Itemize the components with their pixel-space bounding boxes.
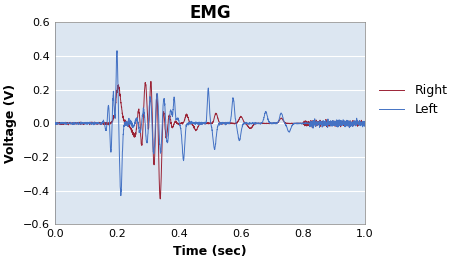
Right — [158, 197, 163, 200]
Legend: Right, Left: Right, Left — [374, 79, 452, 121]
Right — [362, 122, 368, 125]
Left — [52, 121, 58, 124]
Left — [118, 194, 123, 197]
Right — [148, 80, 154, 83]
Line: Right: Right — [55, 81, 365, 199]
Right — [297, 122, 302, 125]
Left — [353, 122, 359, 125]
Y-axis label: Voltage (V): Voltage (V) — [4, 84, 17, 163]
Right — [52, 121, 58, 124]
Left — [362, 121, 368, 124]
Right — [195, 125, 201, 128]
Left — [297, 122, 302, 125]
Left — [195, 123, 201, 126]
Left — [354, 121, 359, 124]
X-axis label: Time (sec): Time (sec) — [173, 245, 247, 258]
Right — [354, 122, 359, 125]
Left — [68, 122, 73, 125]
Right — [353, 121, 359, 124]
Left — [203, 121, 209, 124]
Title: EMG: EMG — [189, 4, 231, 22]
Right — [68, 122, 73, 125]
Right — [203, 122, 209, 125]
Line: Left: Left — [55, 51, 365, 196]
Left — [114, 49, 120, 52]
